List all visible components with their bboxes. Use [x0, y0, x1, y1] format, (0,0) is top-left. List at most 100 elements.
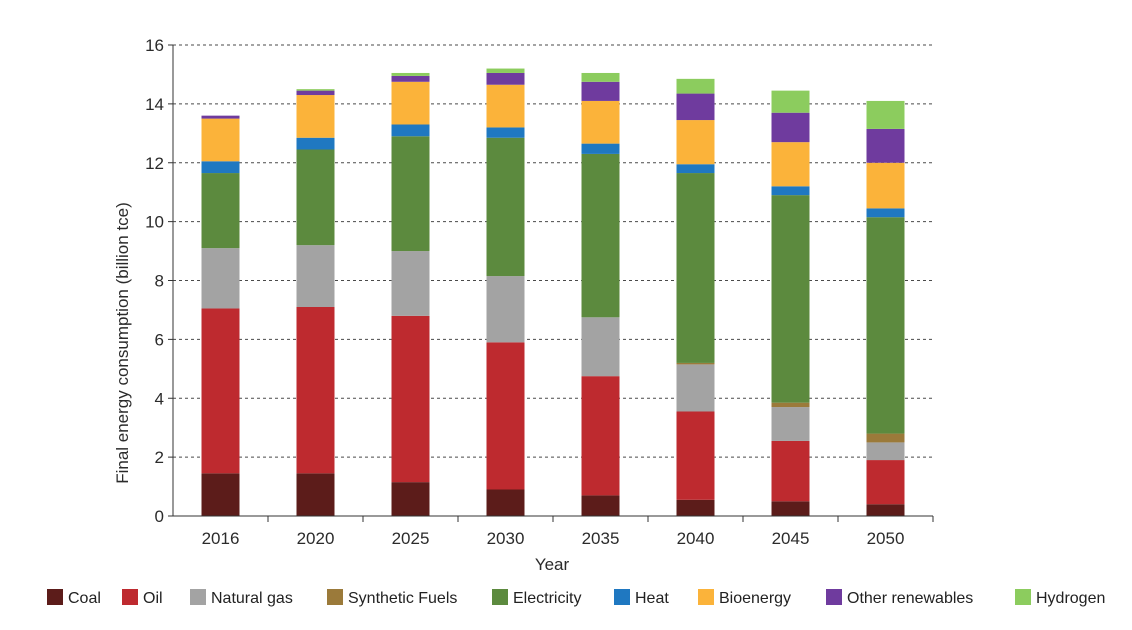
y-tick-label: 14: [145, 95, 164, 114]
bar-segment-oil: [676, 411, 715, 500]
bar-segment-oil: [771, 440, 810, 502]
bar-segment-other-renewables: [486, 72, 525, 85]
bar-segment-synthetic-fuels: [771, 402, 810, 408]
bar-segment-heat: [391, 124, 430, 137]
legend-swatch: [327, 589, 343, 605]
legend-label: Hydrogen: [1036, 590, 1105, 607]
bar-segment-hydrogen: [866, 100, 905, 129]
bar-segment-heat: [486, 127, 525, 138]
bar-segment-natural-gas: [486, 276, 525, 343]
legend-swatch: [698, 589, 714, 605]
bar-segment-natural-gas: [866, 442, 905, 461]
bar-segment-bioenergy: [391, 81, 430, 125]
bar-segment-natural-gas: [296, 245, 335, 307]
x-tick-label: 2016: [202, 529, 240, 548]
bar-segment-bioenergy: [201, 118, 240, 162]
bar-segment-heat: [296, 137, 335, 150]
bar-segment-coal: [486, 489, 525, 516]
legend-label: Synthetic Fuels: [348, 590, 457, 607]
bar-segment-electricity: [866, 217, 905, 434]
bar-segment-heat: [771, 186, 810, 196]
bar-segment-coal: [296, 473, 335, 516]
bar-segment-bioenergy: [296, 95, 335, 138]
x-tick-label: 2025: [392, 529, 430, 548]
y-tick-label: 8: [155, 272, 164, 291]
bar-segment-heat: [581, 143, 620, 154]
bar-segment-hydrogen: [676, 78, 715, 94]
bar-segment-synthetic-fuels: [676, 362, 715, 365]
bar-segment-natural-gas: [581, 317, 620, 377]
legend-label: Bioenergy: [719, 590, 791, 607]
bar-segment-oil: [866, 460, 905, 505]
y-tick-label: 16: [145, 36, 164, 55]
bar-segment-oil: [391, 315, 430, 483]
bar-segment-hydrogen: [296, 89, 335, 91]
bar-segment-other-renewables: [866, 128, 905, 163]
bar-segment-coal: [391, 482, 430, 516]
bar-segment-other-renewables: [771, 112, 810, 143]
legend-label: Heat: [635, 590, 669, 607]
bar-segment-oil: [201, 308, 240, 474]
x-tick-label: 2045: [772, 529, 810, 548]
bar-segment-natural-gas: [391, 251, 430, 316]
y-tick-label: 6: [155, 330, 164, 349]
grid: [173, 44, 933, 458]
bar-segment-other-renewables: [676, 93, 715, 121]
x-tick-label: 2020: [297, 529, 335, 548]
bar-segment-bioenergy: [581, 100, 620, 144]
bar-segment-bioenergy: [676, 120, 715, 165]
x-tick-label: 2030: [487, 529, 525, 548]
y-tick-label: 2: [155, 448, 164, 467]
bar-segment-other-renewables: [391, 75, 430, 82]
legend-label: Other renewables: [847, 590, 973, 607]
x-tick-label: 2050: [867, 529, 905, 548]
bar-segment-electricity: [676, 173, 715, 363]
bar-segment-electricity: [771, 195, 810, 403]
bar-segment-heat: [201, 161, 240, 174]
legend: Coal Oil Natural gas Synthetic Fuels Electri…: [47, 589, 1105, 607]
y-tick-label: 12: [145, 154, 164, 173]
bar-segment-electricity: [391, 136, 430, 252]
bar-segment-hydrogen: [581, 72, 620, 82]
legend-swatch: [47, 589, 63, 605]
bar-segment-coal: [771, 501, 810, 516]
legend-swatch: [122, 589, 138, 605]
bar-segment-bioenergy: [866, 162, 905, 209]
bar-segment-heat: [866, 208, 905, 218]
bar-segment-electricity: [296, 149, 335, 246]
bar-segment-other-renewables: [201, 115, 240, 119]
legend-label: Electricity: [513, 590, 581, 607]
y-tick-label: 4: [155, 389, 164, 408]
bar-segment-coal: [866, 504, 905, 516]
x-tick-label: 2040: [677, 529, 715, 548]
bar-segment-natural-gas: [771, 407, 810, 441]
legend-label: Natural gas: [211, 590, 293, 607]
bar-segment-electricity: [581, 153, 620, 318]
legend-swatch: [492, 589, 508, 605]
y-axis-title: Final energy consumption (billion tce): [113, 202, 132, 484]
bar-segment-oil: [296, 306, 335, 474]
bar-segment-other-renewables: [581, 81, 620, 101]
bar-segment-other-renewables: [296, 90, 335, 96]
bar-segment-heat: [676, 164, 715, 174]
legend-swatch: [614, 589, 630, 605]
legend-label: Oil: [143, 590, 163, 607]
legend-swatch: [826, 589, 842, 605]
bar-segment-coal: [676, 499, 715, 516]
legend-swatch: [1015, 589, 1031, 605]
bars: [201, 68, 905, 516]
bar-segment-natural-gas: [201, 248, 240, 309]
bar-segment-hydrogen: [391, 72, 430, 76]
bar-segment-synthetic-fuels: [866, 433, 905, 443]
legend-label: Coal: [68, 590, 101, 607]
bar-segment-coal: [581, 495, 620, 516]
y-tick-label: 0: [155, 507, 164, 526]
bar-segment-coal: [201, 473, 240, 516]
x-tick-label: 2035: [582, 529, 620, 548]
bar-segment-electricity: [486, 137, 525, 277]
bar-segment-hydrogen: [771, 90, 810, 113]
x-axis-title: Year: [535, 555, 570, 574]
axes: 0 2 4 6 8 10 12 14 16 2016 2020 2025 2030 2035 2040 204…: [145, 36, 934, 548]
